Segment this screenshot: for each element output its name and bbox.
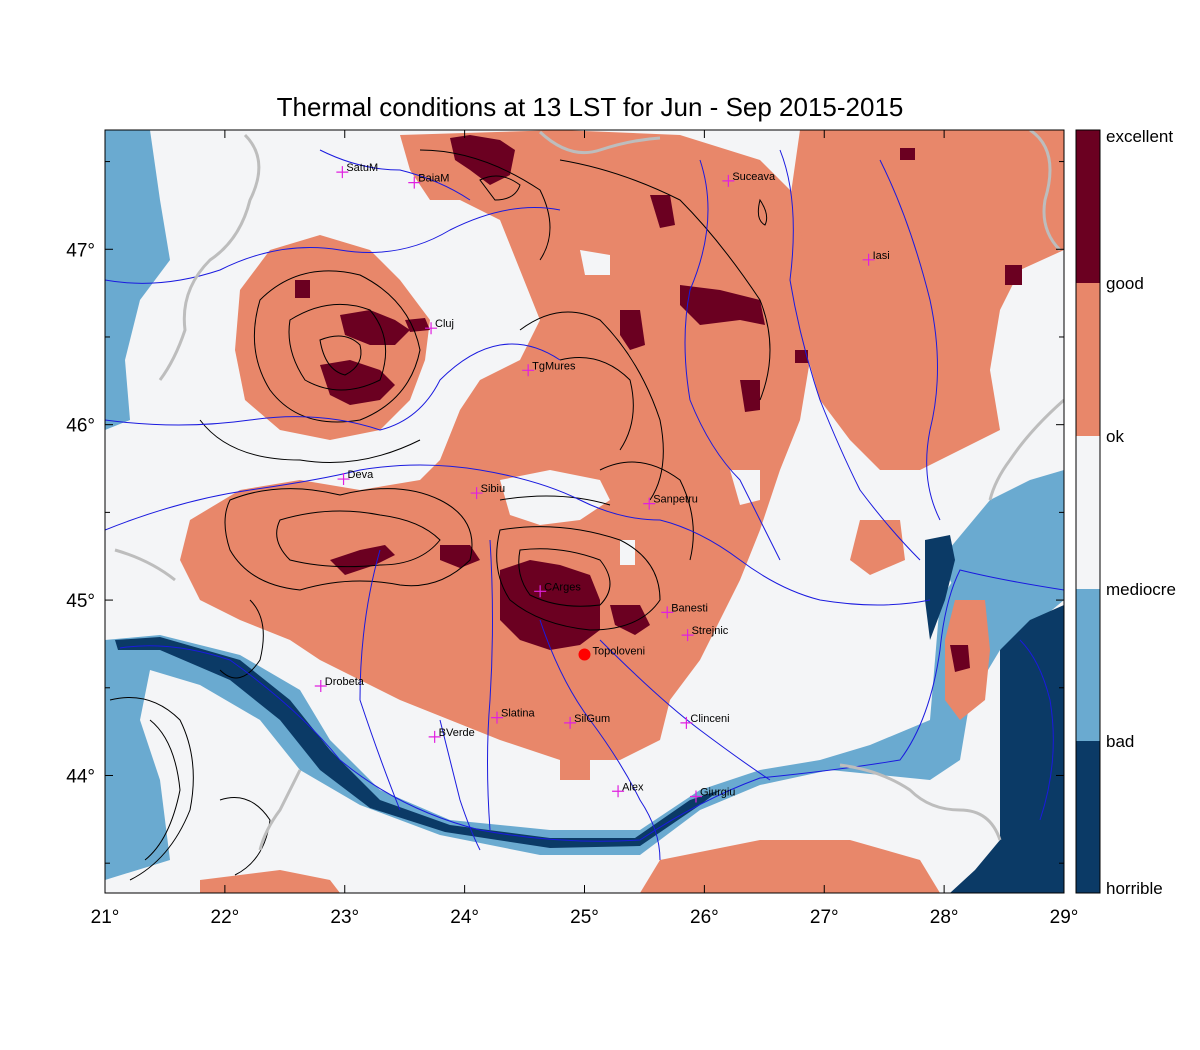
- x-tick-label: 26°: [690, 907, 719, 928]
- rivers: [105, 149, 1064, 861]
- city-label: Cluj: [435, 318, 454, 330]
- city-giurgiu: Giurgiu: [689, 787, 735, 803]
- city-sibiu: Sibiu: [470, 483, 505, 500]
- city-label: Sibiu: [481, 483, 505, 495]
- city-marker-icon: [689, 790, 702, 803]
- city-strejnic: Strejnic: [681, 625, 729, 642]
- city-drobeta: Drobeta: [314, 676, 365, 693]
- city-slatina: Slatina: [490, 708, 536, 724]
- horrible-zones: [115, 535, 1064, 893]
- city-marker-icon: [522, 364, 535, 377]
- colorbar-label-horrible: horrible: [1106, 879, 1163, 898]
- city-silgum: SilGum: [564, 713, 610, 729]
- topoloveni-label: Topoloveni: [593, 645, 646, 657]
- city-marker-icon: [681, 629, 694, 642]
- map-title: Thermal conditions at 13 LST for Jun - S…: [276, 92, 904, 122]
- x-tick-label: 29°: [1050, 907, 1079, 928]
- city-iasi: Iasi: [862, 250, 890, 266]
- x-tick-label: 28°: [930, 907, 959, 928]
- city-marker-icon: [862, 253, 875, 266]
- city-tgmures: TgMures: [522, 360, 576, 377]
- colorbar-label-excellent: excellent: [1106, 127, 1173, 146]
- city-label: SilGum: [574, 713, 610, 725]
- city-carges: CArges: [534, 581, 581, 598]
- x-tick-label: 27°: [810, 907, 839, 928]
- colorbar-bad: [1076, 589, 1100, 741]
- city-label: Banesti: [671, 602, 708, 614]
- city-clinceni: Clinceni: [680, 713, 730, 729]
- city-label: BVerde: [439, 727, 475, 739]
- city-marker-icon: [564, 716, 577, 729]
- city-label: TgMures: [532, 360, 576, 372]
- colorbar-label-mediocre: mediocre: [1106, 580, 1176, 599]
- city-label: Slatina: [501, 708, 536, 720]
- city-suceava: Suceava: [722, 171, 776, 187]
- x-tick-label: 21°: [91, 907, 120, 928]
- city-label: Suceava: [732, 171, 776, 183]
- colorbar: excellent good ok mediocre bad horrible: [1075, 127, 1176, 898]
- city-label: Alex: [622, 781, 644, 793]
- city-marker-icon: [643, 497, 656, 510]
- city-deva: Deva: [337, 469, 375, 486]
- city-marker-icon: [661, 606, 674, 619]
- colorbar-ok: [1076, 283, 1100, 436]
- city-banesti: Banesti: [661, 602, 708, 619]
- city-label: Sanpetru: [653, 494, 698, 506]
- city-marker-icon: [680, 716, 693, 729]
- city-marker-icon: [470, 487, 483, 500]
- x-tick-label: 22°: [211, 907, 240, 928]
- city-cluj: Cluj: [425, 318, 454, 335]
- city-label: Giurgiu: [700, 787, 735, 799]
- city-label: Iasi: [873, 250, 890, 262]
- y-tick-label: 47°: [66, 240, 95, 261]
- city-label: SatuM: [346, 162, 378, 174]
- city-bverde: BVerde: [428, 727, 475, 743]
- colorbar-horrible: [1076, 741, 1100, 893]
- city-marker-icon: [534, 585, 547, 598]
- city-marker-icon: [336, 166, 349, 179]
- city-baiam: BaiaM: [408, 173, 449, 189]
- terrain-contours: [109, 149, 771, 881]
- city-label: Drobeta: [325, 676, 365, 688]
- colorbar-label-ok: ok: [1106, 427, 1124, 446]
- city-marker-icon: [722, 174, 735, 187]
- city-label: BaiaM: [418, 173, 449, 185]
- city-label: Clinceni: [690, 713, 729, 725]
- bad-zones: [105, 130, 1064, 880]
- highlight-city: Topoloveni: [578, 645, 646, 661]
- x-tick-label: 24°: [450, 907, 479, 928]
- city-label: Deva: [348, 469, 375, 481]
- colorbar-label-good: good: [1106, 274, 1144, 293]
- y-tick-label: 46°: [66, 416, 95, 437]
- colorbar-excellent: [1076, 130, 1100, 283]
- y-tick-label: 44°: [66, 766, 95, 787]
- city-marker-icon: [425, 322, 438, 335]
- city-marker-icon: [337, 473, 350, 486]
- topoloveni-marker: [578, 648, 591, 661]
- city-label: CArges: [544, 581, 581, 593]
- y-axis: 47° 46° 45° 44°: [66, 161, 1064, 864]
- country-borders: [114, 130, 1064, 851]
- colorbar-frame: [1075, 129, 1101, 894]
- y-tick-label: 45°: [66, 591, 95, 612]
- city-sanpetru: Sanpetru: [643, 494, 698, 510]
- x-tick-label: 23°: [330, 907, 359, 928]
- city-label: Strejnic: [692, 625, 729, 637]
- city-marker-icon: [314, 680, 327, 693]
- city-marker-icon: [612, 785, 625, 798]
- city-markers: SatuM BaiaM Suceava Iasi Cluj TgMures Deva Sibi…: [314, 162, 890, 803]
- mediocre-holes: [470, 250, 760, 565]
- map-plot-area: [105, 130, 1064, 893]
- city-marker-icon: [490, 711, 503, 724]
- city-marker-icon: [428, 730, 441, 743]
- x-axis: 21° 22° 23° 24° 25° 26° 27° 28° 29°: [91, 130, 1079, 928]
- x-tick-label: 25°: [570, 907, 599, 928]
- city-marker-icon: [408, 176, 421, 189]
- colorbar-mediocre: [1076, 436, 1100, 589]
- city-alex: Alex: [612, 781, 644, 798]
- colorbar-label-bad: bad: [1106, 732, 1134, 751]
- city-satum: SatuM: [336, 162, 378, 179]
